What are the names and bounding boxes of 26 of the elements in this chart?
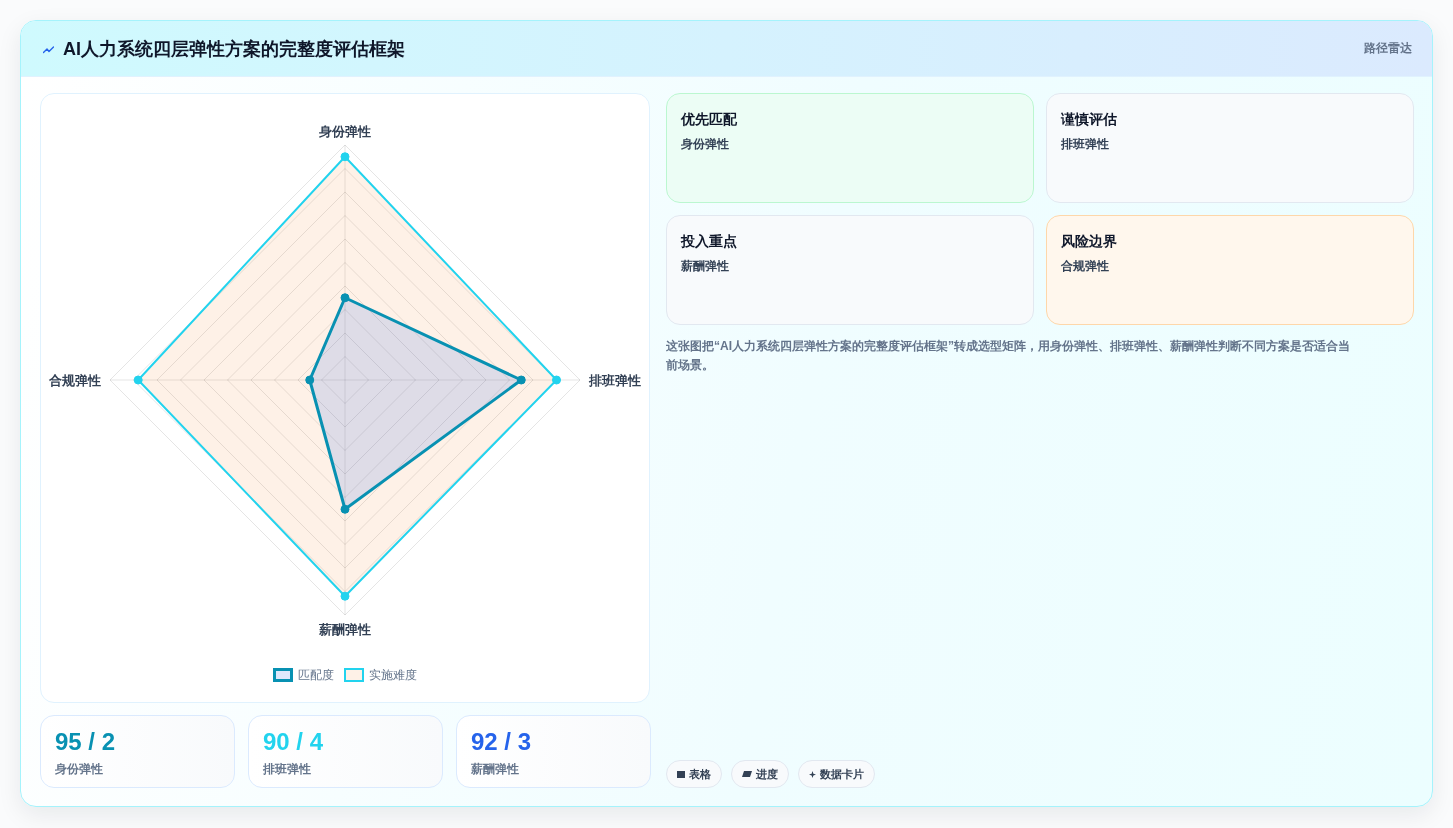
text: 95 / 2 — [55, 728, 116, 755]
spoke-label: 排班弹性 — [588, 372, 641, 388]
text: 90 / 4 — [263, 728, 324, 755]
text: 薪酬弹性 — [471, 762, 519, 776]
text: 投入重点 — [681, 233, 737, 249]
text: 路径雷达 — [1364, 40, 1412, 57]
legend-label: 实施难度 — [369, 667, 417, 683]
spoke-label: 身份弹性 — [318, 124, 371, 139]
text: 进度 — [756, 766, 778, 782]
spoke-label: 薪酬弹性 — [318, 621, 371, 637]
text: 92 / 3 — [471, 728, 532, 755]
text: 身份弹性 — [681, 137, 729, 151]
legend-label: 匹配度 — [298, 667, 334, 683]
spoke-label: 合规弹性 — [48, 372, 101, 388]
text: 排班弹性 — [1061, 137, 1109, 151]
text: 数据卡片 — [820, 766, 864, 782]
text: 表格 — [689, 766, 711, 782]
text: 优先匹配 — [681, 111, 737, 127]
text: 身份弹性 — [55, 762, 103, 776]
text: 合规弹性 — [1061, 259, 1109, 273]
text: 排班弹性 — [263, 762, 311, 776]
text: 这张图把“AI人力系统四层弹性方案的完整度评估框架”转成选型矩阵，用身份弹性、排班弹性、薪酬弹性判断不同方案是否适合当前场景。 — [666, 339, 1350, 372]
text: 谨慎评估 — [1061, 111, 1117, 127]
text: 薪酬弹性 — [681, 259, 729, 273]
chart-title: AI人力系统四层弹性方案的完整度评估框架 — [63, 37, 405, 61]
text: 风险边界 — [1061, 233, 1117, 249]
